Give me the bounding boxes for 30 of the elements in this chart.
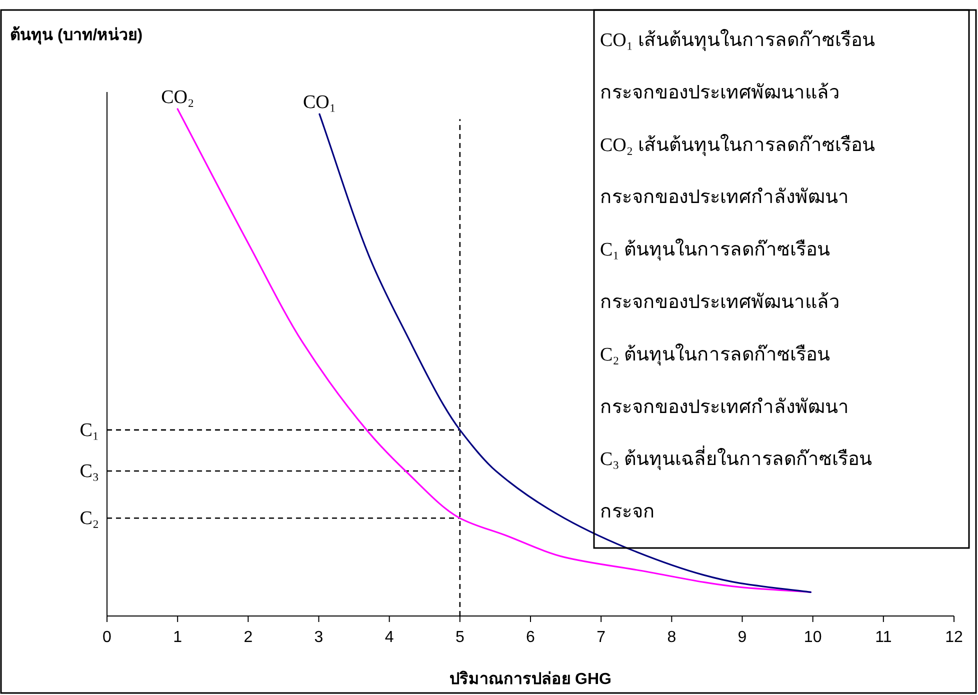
y-axis-title: ต้นทุน (บาท/หน่วย)	[10, 26, 143, 45]
x-tick-label: 12	[945, 629, 963, 646]
x-tick-label: 6	[526, 629, 536, 646]
annotation: กระจก	[600, 502, 655, 523]
ref-line-label: C₂	[80, 508, 99, 530]
x-tick-label: 3	[314, 629, 324, 646]
x-tick-label: 8	[667, 629, 676, 646]
x-tick-label: 10	[804, 629, 822, 646]
annotation: กระจกของประเทศพัฒนาแล้ว	[600, 292, 840, 313]
text: CO₁ เส้นต้นทุนในการลดก๊าซเรือน	[600, 29, 875, 52]
x-tick-label: 4	[384, 629, 394, 646]
annotation: C₃ ต้นทุนเฉลี่ยในการลดก๊าซเรือน	[600, 445, 872, 472]
annotation: C₂ ต้นทุนในการลดก๊าซเรือน	[600, 343, 830, 366]
x-tick-label: 9	[738, 629, 747, 646]
annotation: กระจกของประเทศกำลังพัฒนา	[600, 396, 849, 418]
text: กระจกของประเทศพัฒนาแล้ว	[600, 82, 840, 104]
ref-line-label: C₁	[80, 420, 99, 441]
series-label: CO₂	[161, 87, 194, 108]
x-tick-label: 7	[596, 629, 606, 646]
annotation: CO₂ เส้นต้นทุนในการลดก๊าซเรือน	[600, 134, 875, 157]
x-tick-label: 1	[173, 629, 182, 646]
annotation: C₁ ต้นทุนในการลดก๊าซเรือน	[600, 238, 830, 262]
x-tick-label: 0	[102, 629, 112, 646]
x-tick-label: 11	[875, 629, 892, 646]
x-tick-label: 2	[244, 629, 253, 646]
annotation: กระจกของประเทศกำลังพัฒนา	[600, 187, 849, 208]
series-label: CO₁	[302, 92, 336, 114]
ref-line-label: C₃	[80, 461, 99, 482]
x-axis-title: ปริมาณการปล่อย GHG	[450, 670, 612, 688]
x-tick-label: 5	[455, 629, 464, 646]
